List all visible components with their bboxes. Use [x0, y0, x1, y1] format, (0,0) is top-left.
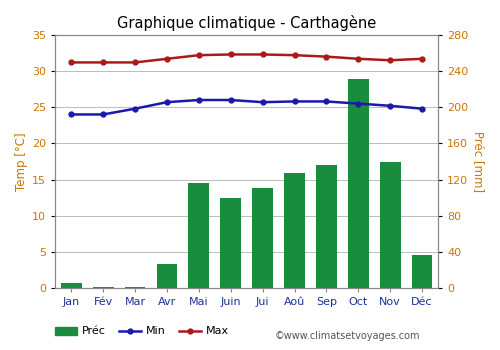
Bar — [252, 188, 273, 288]
Title: Graphique climatique - Carthagène: Graphique climatique - Carthagène — [117, 15, 376, 31]
Bar — [348, 79, 368, 288]
Bar — [188, 183, 209, 288]
Y-axis label: Temp [°C]: Temp [°C] — [15, 132, 28, 191]
Legend: Préc, Min, Max: Préc, Min, Max — [50, 322, 233, 341]
Text: ©www.climatsetvoyages.com: ©www.climatsetvoyages.com — [275, 331, 420, 341]
Y-axis label: Préc [mm]: Préc [mm] — [472, 131, 485, 192]
Bar — [156, 264, 178, 288]
Bar — [124, 287, 146, 288]
Bar — [380, 162, 400, 288]
Bar — [412, 256, 432, 288]
Bar — [61, 282, 82, 288]
Bar — [284, 173, 305, 288]
Bar — [220, 198, 241, 288]
Bar — [93, 287, 114, 288]
Bar — [316, 165, 337, 288]
